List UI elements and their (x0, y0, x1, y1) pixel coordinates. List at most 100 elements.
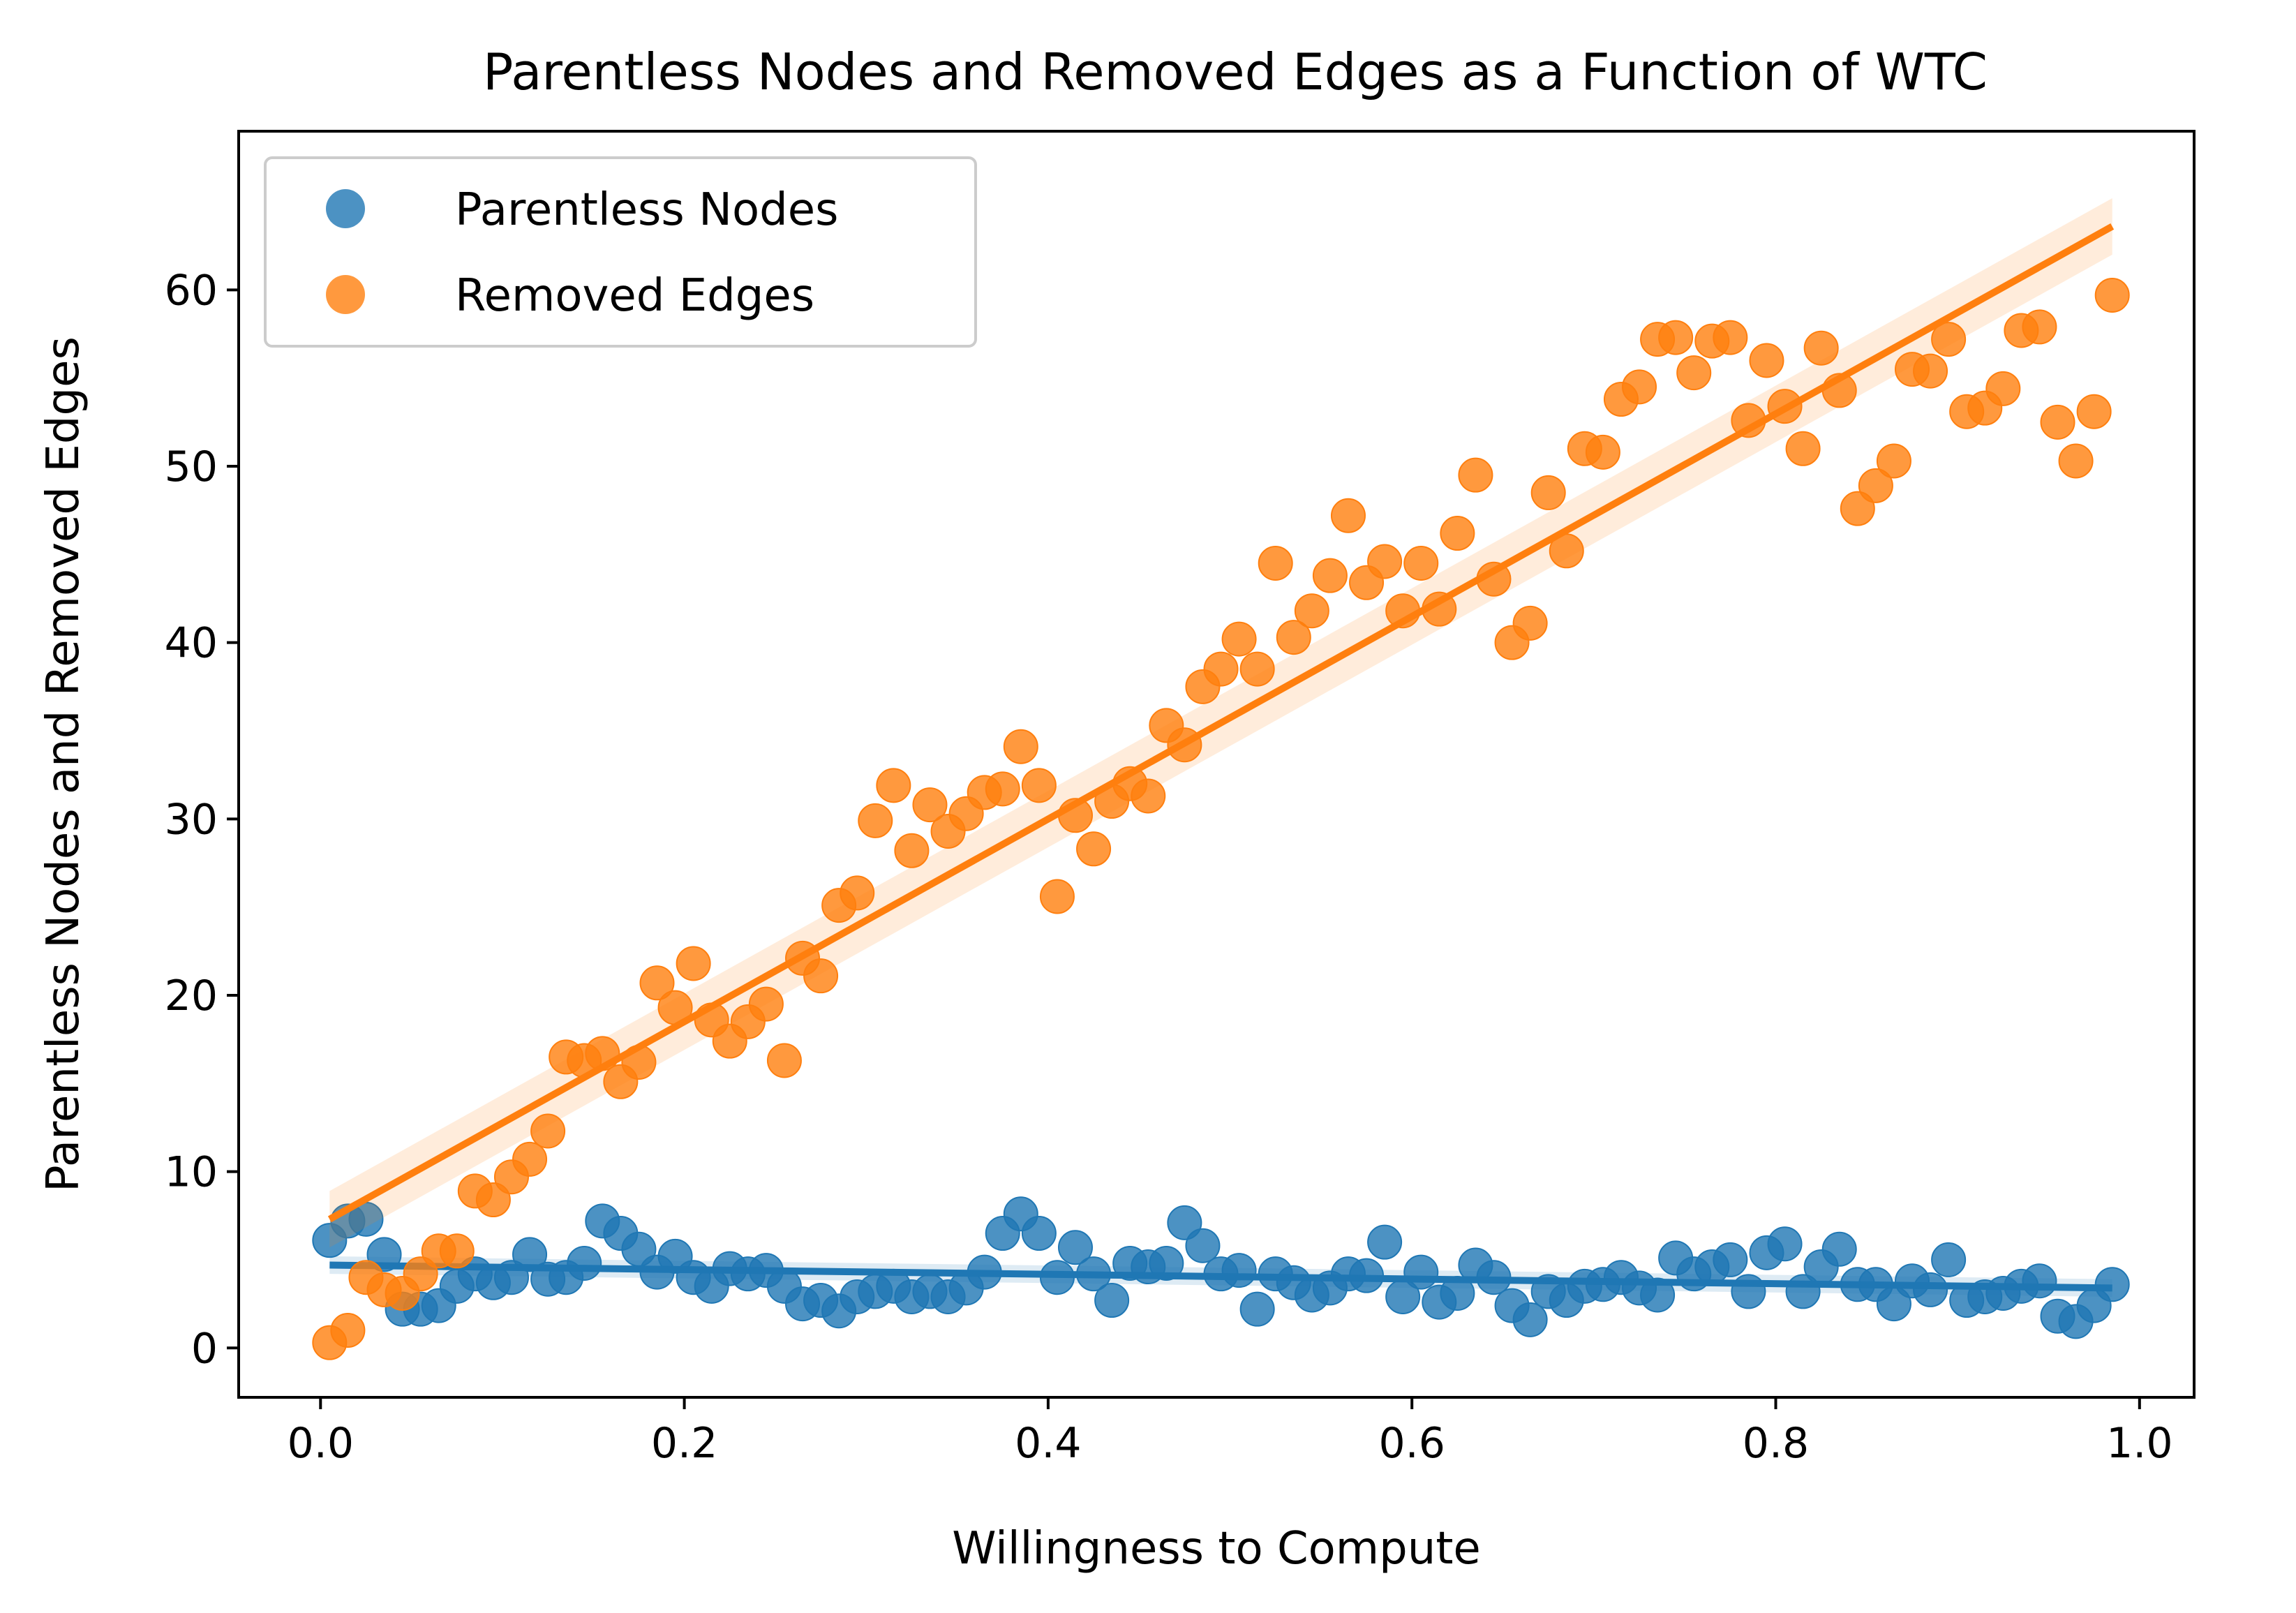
data-point (567, 1245, 602, 1281)
data-point (2094, 277, 2130, 313)
data-point (894, 833, 930, 868)
data-point (1913, 353, 1948, 389)
data-point (1076, 831, 1112, 867)
data-point (858, 803, 893, 838)
data-point (1676, 355, 1712, 391)
x-tick-label: 0.2 (651, 1419, 717, 1468)
data-point (1221, 1253, 1257, 1288)
data-point (1057, 1230, 1093, 1265)
data-point (1367, 1224, 1403, 1260)
data-point (512, 1237, 548, 1272)
data-point (2076, 394, 2112, 429)
data-point (403, 1256, 438, 1292)
data-point (1622, 369, 1657, 405)
axes-frame (237, 130, 2196, 1399)
y-tick-label: 40 (165, 619, 218, 668)
data-point (512, 1141, 548, 1177)
data-point (1512, 1302, 1548, 1337)
data-point (766, 1043, 802, 1078)
data-point (1749, 343, 1784, 378)
data-point (1330, 498, 1366, 533)
data-point (1258, 545, 1293, 581)
data-point (1239, 1291, 1275, 1327)
data-point (985, 771, 1020, 807)
x-tick-label: 0.4 (1015, 1419, 1081, 1468)
data-point (1640, 1277, 1676, 1313)
y-tick-label: 20 (165, 972, 218, 1020)
data-point (748, 986, 784, 1022)
data-point (1312, 558, 1348, 593)
data-point (1658, 320, 1694, 355)
x-tick-label: 0.0 (288, 1419, 354, 1468)
x-tick-label: 0.8 (1743, 1419, 1809, 1468)
y-tick-label: 30 (165, 795, 218, 844)
data-point (2058, 443, 2094, 479)
y-axis-label: Parentless Nodes and Removed Edges (38, 336, 89, 1192)
regression-line-removed-edges (327, 223, 2115, 1223)
data-point (439, 1233, 475, 1269)
data-point (2022, 1263, 2057, 1299)
data-point (2040, 404, 2075, 440)
data-point (639, 965, 675, 1001)
x-axis-label: Willingness to Compute (952, 1523, 1481, 1575)
data-point (1185, 1228, 1221, 1263)
data-point (1458, 457, 1493, 493)
data-point (1512, 605, 1548, 641)
axis-ticks: 0.0 0.2 0.4 0.6 0.8 1.0 0 10 20 30 40 50 60 (165, 266, 2173, 1468)
legend: Parentless Nodes Removed Edges (264, 156, 977, 348)
data-point (1403, 545, 1439, 581)
series-removed-edges (312, 198, 2130, 1360)
data-point (1003, 729, 1038, 764)
data-point (912, 787, 948, 823)
legend-marker-parentless-nodes (326, 189, 365, 228)
data-point (1149, 1245, 1184, 1281)
data-point (1440, 516, 1475, 551)
data-point (1276, 620, 1311, 655)
data-point (1913, 1272, 1948, 1307)
data-point (1294, 593, 1329, 629)
data-point (876, 768, 911, 803)
data-point (1931, 1242, 1967, 1277)
legend-label-removed-edges: Removed Edges (455, 270, 814, 322)
data-point (1403, 1254, 1439, 1290)
x-tick-label: 1.0 (2106, 1419, 2172, 1468)
data-point (1239, 651, 1275, 687)
data-point (1131, 778, 1166, 814)
legend-label-parentless-nodes: Parentless Nodes (455, 184, 838, 236)
chart-title: Parentless Nodes and Removed Edges as a … (483, 43, 1988, 101)
data-point (1785, 431, 1821, 466)
plot-area (312, 198, 2130, 1360)
data-point (1167, 1205, 1202, 1240)
data-point (330, 1312, 366, 1348)
series-parentless-nodes (312, 1196, 2130, 1339)
data-point (1821, 1231, 1857, 1267)
data-point (1221, 621, 1257, 657)
y-tick-label: 0 (191, 1324, 218, 1373)
x-tick-label: 0.6 (1378, 1419, 1445, 1468)
y-tick-label: 60 (165, 266, 218, 315)
y-tick-label: 10 (165, 1148, 218, 1197)
data-point (2022, 309, 2057, 345)
data-point (803, 958, 839, 994)
data-point (1876, 443, 1911, 479)
data-point (475, 1182, 511, 1218)
data-point (1985, 371, 2021, 406)
data-point (1931, 322, 1967, 357)
data-point (1713, 1242, 1748, 1277)
data-point (1203, 651, 1239, 687)
data-point (1094, 1283, 1130, 1318)
data-point (1585, 434, 1620, 470)
data-point (1021, 1216, 1057, 1251)
data-point (1803, 330, 1839, 366)
data-point (1021, 768, 1057, 803)
data-point (1039, 879, 1075, 914)
data-point (1840, 491, 1875, 526)
regression-line-parentless-nodes (329, 1261, 2112, 1292)
legend-box (264, 156, 977, 348)
data-point (530, 1113, 566, 1149)
y-tick-label: 50 (165, 443, 218, 491)
data-point (840, 875, 875, 911)
data-point (1767, 1226, 1803, 1262)
data-point (1858, 468, 1893, 503)
